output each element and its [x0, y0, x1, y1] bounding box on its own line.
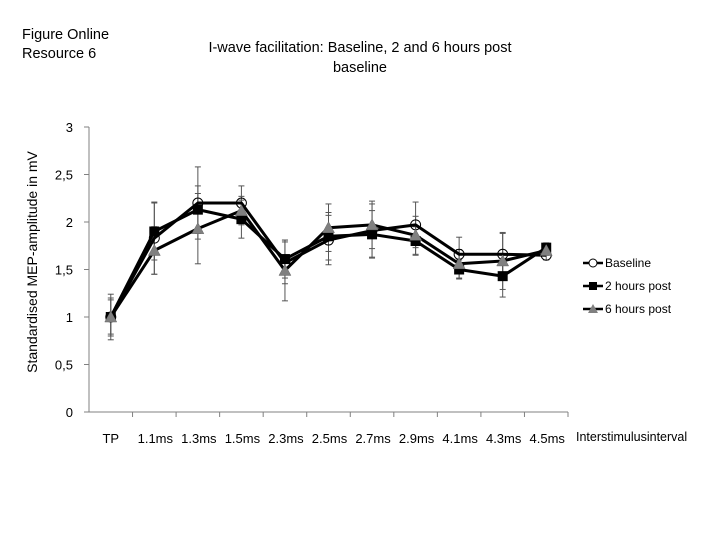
- y-axis: 0 0,5 1 1,5 2 2,5 3: [55, 120, 90, 420]
- triangle-marker-icon: [322, 221, 335, 233]
- triangle-marker-icon: [539, 243, 553, 256]
- chart-title-line-2: baseline: [332, 60, 387, 76]
- triangle-marker-icon: [278, 263, 292, 276]
- square-marker-icon: [192, 204, 203, 215]
- figure-label: Figure Online Resource 6: [22, 26, 109, 64]
- square-marker-icon: [279, 254, 290, 265]
- triangle-marker-icon: [191, 222, 205, 234]
- y-tick-label: 0: [66, 405, 73, 420]
- square-marker-icon: [410, 236, 421, 246]
- triangle-marker-icon: [588, 304, 598, 313]
- y-tick-label: 2,5: [55, 168, 73, 183]
- square-marker-icon: [367, 229, 378, 240]
- triangle-marker-icon: [365, 218, 379, 231]
- legend-item: Baseline: [583, 256, 651, 270]
- triangle-marker-icon: [104, 310, 118, 323]
- chart-title-line-1: I-wave facilitation: Baseline, 2 and 6 h…: [208, 40, 512, 56]
- chart-title: I-wave facilitation: Baseline, 2 and 6 h…: [160, 38, 560, 78]
- triangle-marker-icon: [234, 204, 248, 216]
- square-marker-icon: [149, 226, 160, 237]
- legend: Baseline 2 hours post 6 hours post: [583, 256, 672, 316]
- x-tick-label: 1.3ms: [181, 431, 217, 446]
- x-tick-label: 1.1ms: [138, 431, 174, 446]
- square-marker-icon: [454, 264, 465, 275]
- x-tick-label: 2.7ms: [355, 431, 391, 446]
- y-tick-label: 1,5: [55, 263, 73, 278]
- triangle-marker-icon: [452, 257, 466, 270]
- triangle-marker-icon: [409, 228, 423, 241]
- square-marker-icon: [497, 271, 508, 282]
- x-tick-label: 2.9ms: [399, 431, 435, 446]
- square-marker-icon: [323, 231, 334, 242]
- figure-label-line-1: Figure Online: [22, 27, 110, 43]
- y-axis-title: Standardised MEP-amplitude in mV: [24, 150, 40, 372]
- y-tick-label: 3: [66, 120, 73, 135]
- legend-item: 2 hours post: [583, 279, 672, 293]
- x-axis: TP 1.1ms 1.3ms 1.5ms 2.3ms 2.5ms 2.7ms 2.9ms 4.1…: [89, 411, 569, 446]
- series-6-hours-post: [104, 204, 553, 323]
- x-tick-label: 2.5ms: [312, 431, 348, 446]
- x-tick-label: 2.3ms: [268, 431, 304, 446]
- triangle-marker-icon: [496, 254, 510, 267]
- y-tick-label: 1: [66, 310, 73, 325]
- x-tick-label: 4.1ms: [442, 431, 478, 446]
- data-series: [104, 197, 553, 323]
- x-tick-label: TP: [102, 431, 119, 446]
- legend-item: 6 hours post: [583, 302, 672, 316]
- triangle-marker-icon: [147, 243, 161, 256]
- x-tick-label: 4.5ms: [530, 431, 566, 446]
- legend-label: Baseline: [605, 256, 651, 270]
- legend-label: 2 hours post: [605, 279, 672, 293]
- circle-marker-icon: [588, 258, 598, 268]
- square-marker-icon: [589, 282, 597, 290]
- figure-label-line-2: Resource 6: [22, 46, 97, 62]
- y-tick-label: 2: [66, 215, 73, 230]
- square-marker-icon: [236, 214, 247, 225]
- x-tick-label: 1.5ms: [225, 431, 261, 446]
- x-tick-label: 4.3ms: [486, 431, 522, 446]
- x-axis-title: Interstimulusinterval: [576, 430, 687, 444]
- legend-label: 6 hours post: [605, 302, 672, 316]
- y-tick-label: 0,5: [55, 358, 73, 373]
